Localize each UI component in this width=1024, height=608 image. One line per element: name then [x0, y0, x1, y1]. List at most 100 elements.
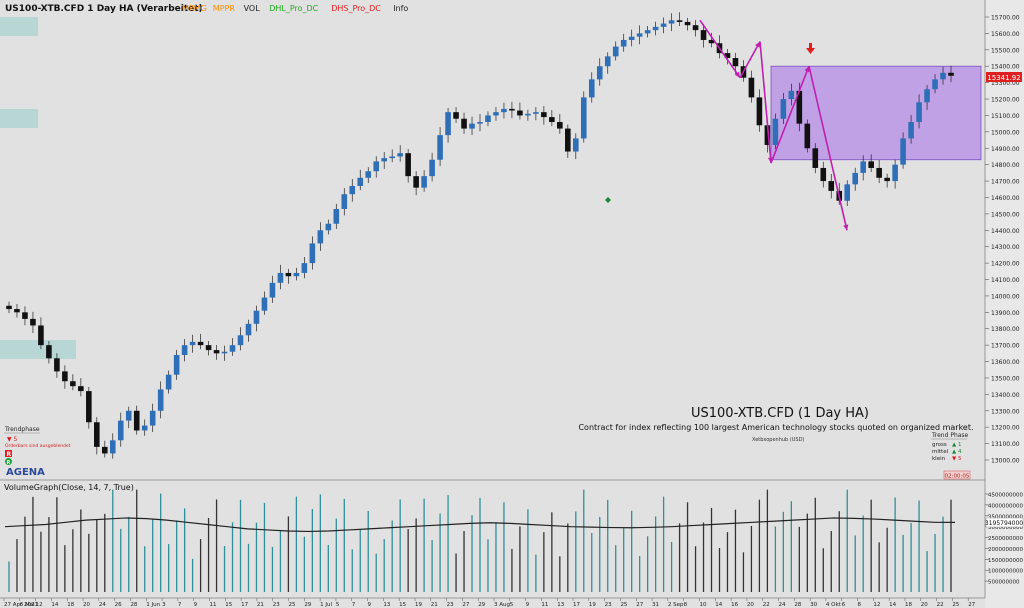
- candle-body: [317, 230, 324, 244]
- candle-body: [652, 26, 659, 31]
- date-tick-label: 18: [905, 602, 912, 608]
- candle-body: [772, 118, 779, 145]
- candle-body: [748, 77, 755, 98]
- date-tick-label: 9: [526, 602, 530, 608]
- candle-body: [405, 153, 411, 177]
- candle-body: [213, 350, 220, 354]
- volume-tick-label: 4000000000: [988, 503, 1023, 509]
- date-tick-label: 3 Aug: [494, 602, 510, 608]
- candle-body: [557, 122, 563, 129]
- date-tick-label: 23: [605, 602, 612, 608]
- candle-body: [365, 171, 372, 178]
- timer-label: 02:00:05: [945, 474, 970, 480]
- zigzag-segment: [770, 65, 810, 164]
- volume-tick-label: 2000000000: [988, 547, 1023, 553]
- badge-r2: R: [7, 460, 11, 466]
- candle-body: [820, 167, 827, 182]
- candle-body: [900, 138, 906, 165]
- trend-row-value: ▲ 1: [952, 442, 961, 448]
- date-tick-label: 25: [952, 602, 959, 608]
- candle-body: [812, 148, 819, 168]
- candle-body: [94, 422, 100, 447]
- candle-body: [916, 102, 922, 123]
- candle-body: [349, 185, 356, 195]
- candle-body: [948, 72, 954, 76]
- candle-body: [429, 159, 435, 177]
- zone-box-3: [0, 340, 76, 359]
- candle-body: [796, 90, 803, 124]
- candle-body: [157, 389, 164, 411]
- candle-body: [860, 161, 866, 173]
- price-tick-label: 13500.00: [991, 375, 1020, 382]
- zone-box-1: [0, 17, 38, 36]
- date-tick-label: 17: [241, 602, 248, 608]
- indicator-label[interactable]: Info: [393, 4, 408, 13]
- date-tick-label: 13: [383, 602, 390, 608]
- highlight-zone: [770, 65, 982, 161]
- candle-body: [229, 345, 236, 352]
- candle-body: [149, 410, 156, 426]
- candle-body: [844, 184, 851, 201]
- price-tick-label: 15300.00: [991, 80, 1020, 87]
- timer-box: [943, 470, 971, 480]
- indicator-label[interactable]: MPMG: [182, 4, 207, 13]
- candle-body: [54, 358, 60, 372]
- date-tick-label: 27: [636, 602, 643, 608]
- candle-body: [788, 90, 795, 100]
- candle-body: [493, 112, 499, 116]
- candle-body: [109, 440, 116, 454]
- candle-body: [764, 125, 771, 145]
- date-tick-label: 26: [115, 602, 122, 608]
- date-tick-label: 31: [652, 602, 659, 608]
- candle-body: [708, 39, 715, 44]
- indicator-label[interactable]: DHS_Pro_DC: [331, 4, 381, 13]
- price-tick-label: 13400.00: [991, 392, 1020, 399]
- date-tick-label: 24: [99, 602, 106, 608]
- chart-title: US100-XTB.CFD 1 Day HA (Verarbeitet): [5, 4, 203, 14]
- date-tick-label: 14: [51, 602, 58, 608]
- volume-current-box: [985, 517, 1024, 528]
- candle-body: [485, 115, 491, 123]
- candle-body: [133, 410, 140, 431]
- date-tick-label: 19: [415, 602, 422, 608]
- price-tick-label: 14700.00: [991, 179, 1020, 186]
- indicator-label[interactable]: MPPR: [213, 4, 236, 13]
- date-tick-label: 4 Okt: [826, 602, 842, 608]
- volume-tick-label: 3500000000: [988, 514, 1023, 520]
- zigzag-arrowhead: [734, 71, 740, 78]
- date-tick-label: 21: [431, 602, 438, 608]
- candle-body: [253, 310, 260, 324]
- candle-body: [756, 97, 763, 126]
- candle-body: [437, 135, 443, 160]
- zigzag-lines: [699, 19, 849, 231]
- candle-body: [876, 167, 882, 178]
- trend-row-value: ▲ 4: [952, 449, 962, 455]
- volume-average-line: [4, 517, 956, 533]
- price-tick-label: 14000.00: [991, 293, 1020, 300]
- candle-body: [381, 158, 387, 162]
- candle-body: [525, 113, 531, 116]
- indicator-label[interactable]: DHL_Pro_DC: [269, 4, 318, 13]
- candle-body: [700, 30, 707, 40]
- date-tick-label: 11: [209, 602, 216, 608]
- volume-tick-label: 500000000: [988, 580, 1020, 586]
- volume-tick-label: 1000000000: [988, 569, 1023, 575]
- price-tick-label: 15400.00: [991, 64, 1020, 71]
- candle-body: [732, 58, 739, 67]
- date-tick-label: 27 Apr 2021: [4, 602, 38, 608]
- date-tick-label: 24: [779, 602, 786, 608]
- date-tick-label: 9: [368, 602, 372, 608]
- trendphase-left-note: Orderbars sind ausgeblendet: [5, 443, 71, 449]
- date-tick-label: 18: [67, 602, 74, 608]
- candle-body: [924, 89, 930, 103]
- candle-body: [237, 335, 244, 346]
- price-tick-label: 15200.00: [991, 97, 1020, 104]
- candle-body: [293, 272, 300, 277]
- date-tick-label: 10: [699, 602, 706, 608]
- indicator-label[interactable]: VOL: [244, 4, 261, 13]
- date-tick-label: 28: [794, 602, 801, 608]
- date-tick-label: 12: [36, 602, 43, 608]
- price-tick-label: 14800.00: [991, 162, 1020, 169]
- candle-body: [541, 112, 547, 118]
